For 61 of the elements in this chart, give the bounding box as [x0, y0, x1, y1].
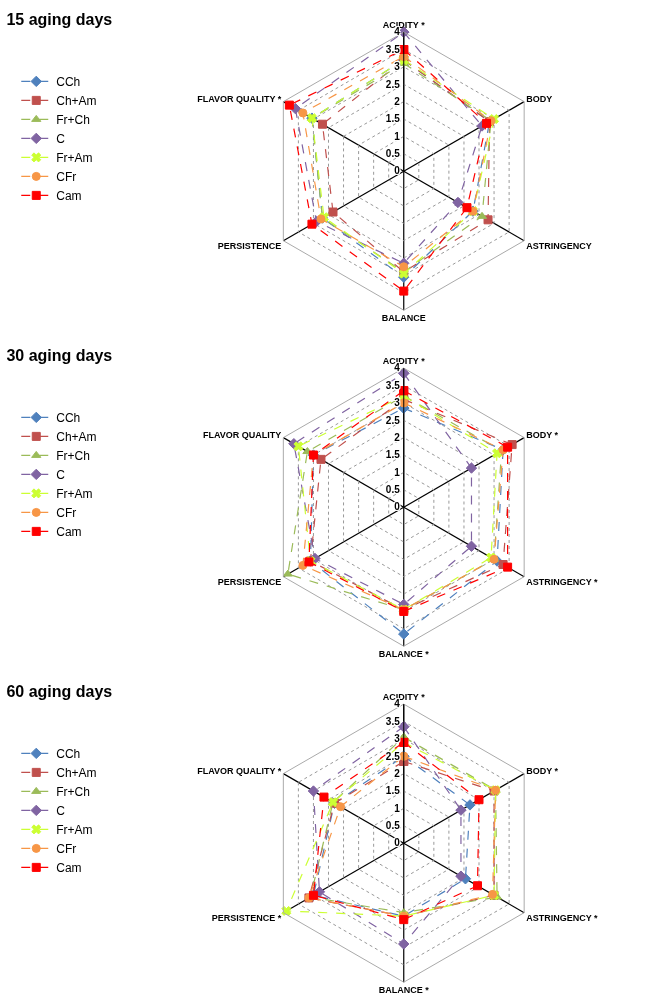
- legend-label: CCh: [56, 747, 81, 762]
- legend-label: Fr+Ch: [56, 449, 90, 464]
- y-tick-label: 3: [394, 733, 401, 745]
- spoke-label: BODY *: [526, 430, 559, 441]
- y-tick-label: 3: [394, 61, 401, 73]
- spoke-label: BALANCE *: [378, 985, 430, 996]
- legend-label: Ch+Am: [56, 430, 97, 445]
- y-tick-label: 2: [394, 431, 401, 443]
- y-tick-label: 0: [394, 837, 401, 849]
- legend-label: CFr: [56, 506, 77, 521]
- legend-label: Fr+Am: [56, 823, 93, 838]
- chart-title: 60 aging days: [6, 682, 113, 700]
- y-tick-label: 3.5: [385, 379, 401, 391]
- spoke-label: BODY: [526, 94, 553, 105]
- y-tick-label: 2.5: [385, 414, 401, 426]
- spoke-label: ASTRINGENCY: [526, 241, 592, 252]
- spoke-label: BODY *: [526, 766, 559, 777]
- y-tick-label: 3: [394, 397, 401, 409]
- legend-label: Cam: [56, 189, 82, 204]
- y-tick-label: 1: [394, 130, 401, 142]
- legend-label: Fr+Ch: [56, 113, 90, 128]
- y-tick-label: 0: [394, 501, 401, 513]
- spoke-label: BALANCE: [381, 313, 426, 324]
- legend-label: Ch+Am: [56, 94, 97, 109]
- spoke-label: ASTRINGENCY *: [526, 577, 598, 588]
- y-tick-label: 2.5: [385, 78, 401, 90]
- legend-label: CFr: [56, 170, 77, 185]
- legend-label: Cam: [56, 525, 82, 540]
- legend-label: C: [56, 132, 66, 147]
- spoke-label: FLAVOR QUALITY: [203, 430, 282, 441]
- spoke-label: ASTRINGENCY *: [526, 913, 598, 924]
- spoke-label: PERSISTENCE: [217, 577, 282, 588]
- chart-title: 15 aging days: [6, 10, 113, 28]
- y-tick-label: 0.5: [385, 484, 401, 496]
- chart-title: 30 aging days: [6, 346, 113, 364]
- legend-label: C: [56, 468, 66, 483]
- legend-label: Cam: [56, 861, 82, 876]
- legend-label: Fr+Ch: [56, 785, 90, 800]
- y-tick-label: 0.5: [385, 148, 401, 160]
- spoke-label: FLAVOR QUALITY *: [197, 766, 282, 777]
- y-tick-label: 2: [394, 95, 401, 107]
- y-tick-label: 2: [394, 767, 401, 779]
- legend-label: Ch+Am: [56, 766, 97, 781]
- y-tick-label: 1.5: [385, 785, 401, 797]
- legend-label: CCh: [56, 75, 81, 90]
- legend-label: C: [56, 804, 66, 819]
- spoke-label: BALANCE *: [378, 649, 430, 660]
- y-tick-label: 1.5: [385, 113, 401, 125]
- legend-label: Fr+Am: [56, 487, 93, 502]
- spoke-label: PERSISTENCE *: [211, 913, 282, 924]
- y-tick-label: 3.5: [385, 715, 401, 727]
- legend-label: CFr: [56, 842, 77, 857]
- y-tick-label: 1: [394, 466, 401, 478]
- legend-label: Fr+Am: [56, 151, 93, 166]
- y-tick-label: 0.5: [385, 820, 401, 832]
- legend-label: CCh: [56, 411, 81, 426]
- y-tick-label: 0: [394, 165, 401, 177]
- spoke-label: PERSISTENCE: [217, 241, 282, 252]
- y-tick-label: 1.5: [385, 449, 401, 461]
- y-tick-label: 1: [394, 802, 401, 814]
- spoke-label: FLAVOR QUALITY *: [197, 94, 282, 105]
